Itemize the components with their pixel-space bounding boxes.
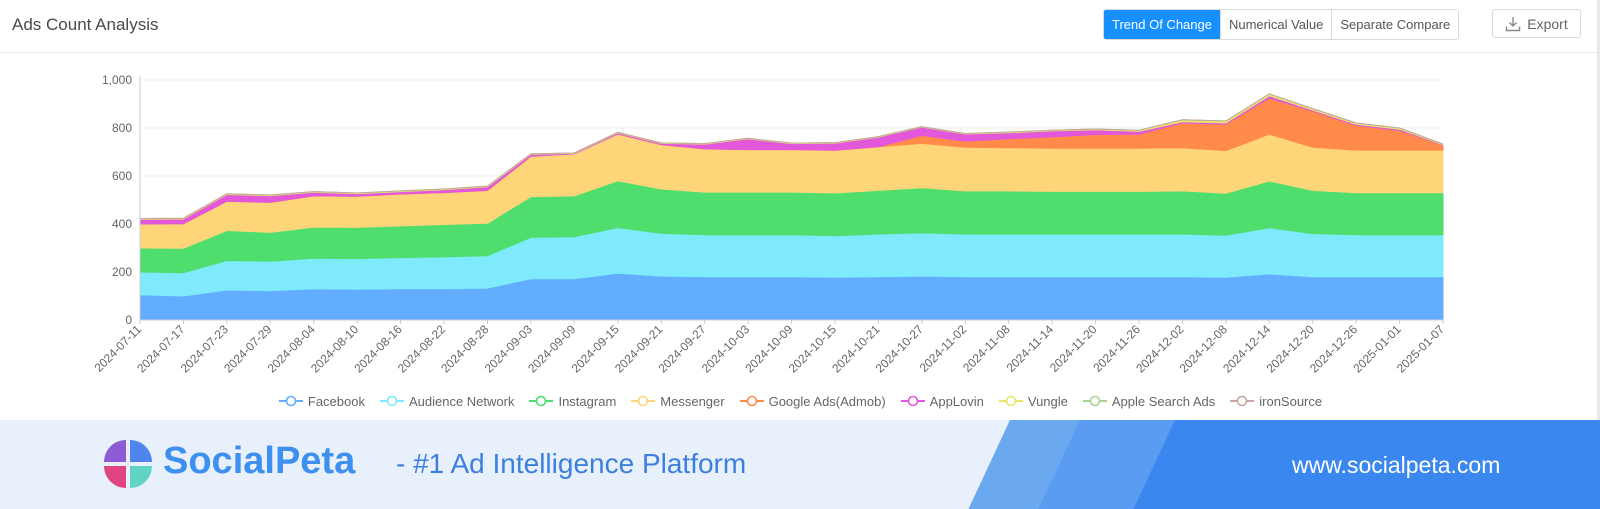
socialpeta-logo-icon (104, 440, 152, 488)
legend-marker-icon (900, 395, 925, 407)
legend-label: Messenger (660, 393, 725, 409)
x-tick-label: 2025-01-07 (1394, 322, 1448, 376)
legend-marker-icon (278, 395, 303, 407)
stacked-area-chart: 02004006008001,0002024-07-112024-07-1720… (91, 73, 1448, 376)
legend-marker-icon (529, 395, 554, 407)
brand-banner: SocialPeta - #1 Ad Intelligence Platform… (0, 420, 1600, 509)
legend-item[interactable]: Messenger (630, 393, 725, 409)
y-tick-label: 200 (112, 265, 132, 279)
tab-trend-of-change[interactable]: Trend Of Change (1104, 10, 1220, 39)
legend-item[interactable]: Instagram (528, 394, 616, 409)
view-mode-tabs: Trend Of Change Numerical Value Separate… (1103, 9, 1460, 40)
legend-label: Vungle (1027, 393, 1068, 409)
chart-legend: Facebook Audience Network Instagram Messeng… (0, 390, 1600, 412)
legend-label: AppLovin (929, 393, 984, 409)
legend-item[interactable]: Apple Search Ads (1082, 394, 1215, 409)
legend-marker-icon (1082, 395, 1107, 407)
legend-label: Google Ads(Admob) (768, 393, 886, 409)
legend-item[interactable]: Audience Network (379, 393, 515, 409)
ads-count-panel: Ads Count Analysis Trend Of Change Numer… (0, 0, 1600, 420)
panel-title: Ads Count Analysis (12, 15, 159, 34)
legend-item[interactable]: ironSource (1229, 394, 1322, 409)
legend-label: ironSource (1259, 393, 1323, 409)
legend-marker-icon (631, 395, 656, 407)
legend-item[interactable]: Google Ads(Admob) (739, 394, 886, 409)
legend-label: Audience Network (408, 393, 515, 409)
y-tick-label: 800 (112, 121, 132, 135)
export-label: Export (1527, 15, 1568, 32)
scrollbar-track (1597, 0, 1600, 420)
y-tick-label: 1,000 (102, 73, 132, 87)
y-tick-label: 400 (112, 217, 132, 231)
brand-tagline: - #1 Ad Intelligence Platform (396, 448, 747, 479)
legend-item[interactable]: Facebook (278, 394, 365, 409)
legend-item[interactable]: AppLovin (900, 394, 984, 409)
legend-item[interactable]: Vungle (998, 394, 1068, 409)
legend-marker-icon (998, 395, 1023, 407)
legend-label: Facebook (307, 393, 365, 409)
tab-numerical-value[interactable]: Numerical Value (1219, 10, 1332, 39)
legend-label: Apple Search Ads (1111, 393, 1216, 409)
brand-name: SocialPeta (163, 440, 356, 482)
export-button[interactable]: Export (1492, 9, 1581, 38)
legend-marker-icon (1230, 395, 1255, 407)
y-tick-label: 0 (125, 313, 132, 327)
legend-marker-icon (739, 395, 764, 407)
tab-separate-compare[interactable]: Separate Compare (1331, 10, 1459, 39)
y-tick-label: 600 (112, 169, 132, 183)
legend-marker-icon (379, 395, 404, 407)
download-icon (1506, 16, 1521, 31)
panel-header: Ads Count Analysis Trend Of Change Numer… (0, 0, 1600, 53)
legend-label: Instagram (558, 393, 617, 409)
brand-url[interactable]: www.socialpeta.com (1292, 452, 1501, 478)
